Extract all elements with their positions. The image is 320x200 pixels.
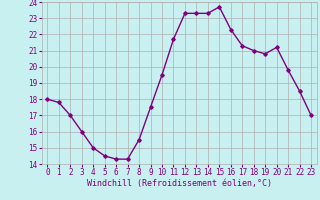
- X-axis label: Windchill (Refroidissement éolien,°C): Windchill (Refroidissement éolien,°C): [87, 179, 272, 188]
